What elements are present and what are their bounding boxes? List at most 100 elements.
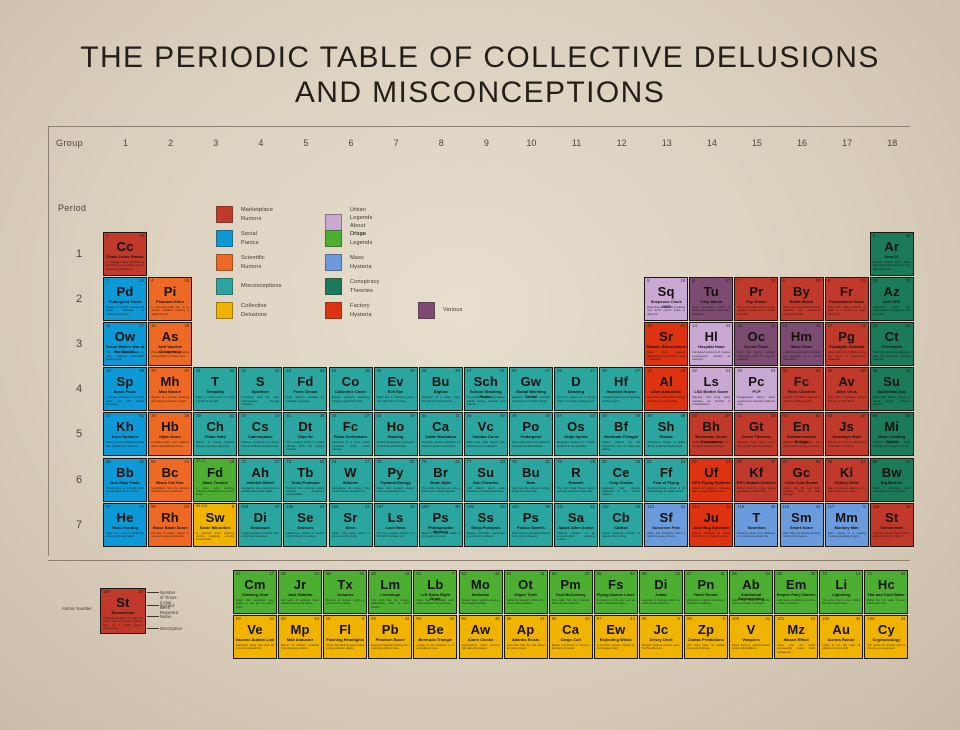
element-cell-Ps-108[interactable]: 108 29 Ps Photographic Memory Belief in perf…	[418, 502, 463, 547]
bottom-row2-cell-Au-102[interactable]: 102 44 Au Aurora Rumor Lights in the sky rea…	[819, 615, 864, 660]
element-cell-Su-77[interactable]: 77 30 Su Sun Theories Folk beliefs about sol…	[463, 457, 508, 502]
element-cell-Sr-13[interactable]: 13 41 Sr Satanic Ritual Abuse Moral panic al…	[644, 322, 689, 367]
element-cell-S-22[interactable]: 22 23 S Spiritism Conviction that the dead c…	[238, 367, 283, 412]
bottom-row2-cell-Aw-94[interactable]: 94 40 Aw Alarm Clocks Superstitions about de…	[458, 615, 503, 660]
bottom-row2-cell-Zp-99[interactable]: 99 8 Zp Zodiac Predictions Star signs taken …	[684, 615, 728, 660]
element-cell-Ju-114[interactable]: 114 11 Ju June Bug Epidemic Factory outbreak…	[689, 502, 734, 547]
element-cell-Gt-51[interactable]: 51 33 Gt Green Theories Assorted fringe clai…	[734, 412, 779, 457]
element-cell-Bu-78[interactable]: 78 41 Bu Bats Fear that the animals routinel…	[508, 457, 553, 502]
element-cell-Co-24[interactable]: 24 18 Co Collective Cheer Shared euphoria sw…	[328, 367, 373, 412]
element-cell-Cb-112[interactable]: 112 33 Cb Catfish Online personas invented t…	[599, 502, 644, 547]
element-cell-Ah-72[interactable]: 72 27 Ah Afterlife Belief Conviction that co…	[238, 457, 283, 502]
element-cell-Dt-41[interactable]: 41 38 Dt Deja Vu The uncanny sense of having…	[283, 412, 328, 457]
bottom-row1-cell-Tx-59[interactable]: 59 41 Tx Jumpers Rumors of crowds urging a p…	[323, 570, 368, 614]
bottom-row2-cell-Ve-89[interactable]: 89 40 Ve Vaccine Autism Link Retracted study…	[233, 615, 277, 660]
element-cell-Fr-9[interactable]: 9 21 Fr Fluoridation Scare Belief that addin…	[824, 277, 869, 322]
element-cell-Pi-4[interactable]: 4 28 Pi Phantom Killer A community-wide fear…	[148, 277, 193, 322]
element-cell-Sh-49[interactable]: 49 46 Sh Sharks Overstated danger of attack …	[644, 412, 689, 457]
element-cell-Sm-116[interactable]: 116 33 Sm Smart Scare Alarm that new devices…	[779, 502, 824, 547]
element-cell-Bc-56[interactable]: 56 44 Bc Black Cat Fear Superstition that th…	[148, 457, 193, 502]
bottom-row1-cell-Di-66[interactable]: 66 34 Di Judas Legends of betrayal retold as…	[638, 570, 683, 614]
element-cell-Fc-42[interactable]: 42 27 Fc False Confession Admission of a cri…	[328, 412, 373, 457]
element-cell-Ow-11[interactable]: 11 17 Ow Orson Welles War of the Worlds The …	[103, 322, 147, 367]
element-cell-Hf-30[interactable]: 30 27 Hf Haunted House A dwelling believed o…	[599, 367, 644, 412]
element-cell-Kh-37[interactable]: 37 51 Kh Koro Hysteria Panic in which suffer…	[103, 412, 147, 457]
bottom-row2-cell-Ew-97[interactable]: 97 44 Ew Exploding Whale A stranded carcass …	[593, 615, 638, 660]
element-cell-Fc-34[interactable]: 34 51 Fc False Children Reports of children …	[779, 367, 824, 412]
element-cell-Ff-81[interactable]: 81 44 Ff Fear of Flying Disproportionate dre…	[644, 457, 689, 502]
element-cell-Kf-83[interactable]: 83 47 Kf KFC Mutant Chicken Rumor that the c…	[734, 457, 779, 502]
element-cell-Ev-25[interactable]: 25 49 Ev Evil Eye Belief that a malicious gl…	[373, 367, 418, 412]
element-cell-Sp-19[interactable]: 19 66 Sp Scare Panic A rapidly spreading com…	[103, 367, 147, 412]
bottom-row2-cell-Mp-90[interactable]: 90 44 Mp Mall Abductor Rumor of children sna…	[278, 615, 323, 660]
element-cell-Sch-27[interactable]: 27 61 Sch School Shooting Rumor Unverified t…	[463, 367, 508, 412]
element-cell-Ar-2[interactable]: 2 32 Ar Area 51 Nevada military base widely …	[869, 232, 914, 276]
element-cell-Hm-16[interactable]: 16 44 Hm Mass Hoax A deliberate fabrication …	[779, 322, 824, 367]
element-cell-Po-46[interactable]: 46 19 Po Poltergeist Noisy spirit held respo…	[508, 412, 553, 457]
element-cell-Bu-26[interactable]: 26 36 Bu Bigfoot Sightings of a large hairy …	[418, 367, 463, 412]
element-cell-Js-53[interactable]: 53 40 Js Jackalope Myth Tall tale of a horne…	[824, 412, 869, 457]
element-cell-Mm-117[interactable]: 117 6 Mm Monkey Man Delhi reports of a leapi…	[824, 502, 869, 547]
element-cell-Rh-88[interactable]: 88 24 Rh Razor Blade Scare Warning of blades…	[148, 502, 193, 547]
element-cell-Di-104[interactable]: 104 37 Di Dinosaurs Fringe insistence that t…	[238, 502, 283, 547]
bottom-row2-cell-Mz-101[interactable]: 101 24 Mz Mozart Effect Claim that the music…	[774, 615, 819, 660]
element-cell-Br-76[interactable]: 76 41 Br Brain Myth The notion that we use o…	[418, 457, 463, 502]
element-cell-Ce-80[interactable]: 80 39 Ce Crop Circles Flattened field patter…	[599, 457, 644, 502]
element-cell-Pc-33[interactable]: 33 23 Pc PCP Exaggerated claims about superh…	[734, 367, 779, 412]
bottom-row1-cell-Lb-61[interactable]: 61 7 Lb Left Brain Right Brain Claim that pe…	[413, 570, 458, 614]
element-cell-Bf-48[interactable]: 48 30 Bf Bermuda Triangle Region blamed for …	[599, 412, 644, 457]
bottom-row1-cell-Pn-67[interactable]: 67 41 Pn Hotel Rumor Warnings of hidden came…	[684, 570, 728, 614]
bottom-row2-cell-Cy-103[interactable]: 103 44 Cy Cryptozoology The search for anima…	[864, 615, 909, 660]
element-cell-Ch-39[interactable]: 39 31 Ch Chain Gold Rumor of buried treasure…	[193, 412, 238, 457]
element-cell-As-12[interactable]: 12 18 As Anti Vaccine Conspiracy Persistent …	[148, 322, 193, 367]
bottom-row2-cell-Ap-95[interactable]: 95 44 Ap Atlantis Exists Conviction that the…	[503, 615, 548, 660]
bottom-row1-cell-Fs-65[interactable]: 65 44 Fs Flying Saucer Lines Formations in t…	[593, 570, 638, 614]
element-cell-Bh-50[interactable]: 50 37 Bh Bohemian Grove Conspiracy Claim of …	[689, 412, 734, 457]
bottom-row1-cell-Hc-71[interactable]: 71 44 Hc Hot and Cold Water Belief that hot …	[864, 570, 909, 614]
element-cell-Py-75[interactable]: 75 34 Py Pyramid Energy Claim that pyramid s…	[373, 457, 418, 502]
element-cell-Mh-20[interactable]: 20 40 Mh Mad Gasser Reports of a prowler rel…	[148, 367, 193, 412]
element-cell-Av-35[interactable]: 35 60 Av Alien Virus Claim that a pathogen a…	[824, 367, 869, 412]
element-cell-T-115[interactable]: 115 40 T Tarantism Dancing mania once attrib…	[734, 502, 779, 547]
element-cell-Su-36[interactable]: 36 42 Su Subliminal Ads Belief that hidden f…	[869, 367, 914, 412]
element-cell-Ls-32[interactable]: 32 21 Ls LSD Blotter Scare Warning that drug…	[689, 367, 734, 412]
bottom-row2-cell-Ca-96[interactable]: 96 44 Ca Cargo Cult Rituals performed to sum…	[548, 615, 593, 660]
element-cell-Hb-38[interactable]: 38 35 Hb Hijab Scare Localized alarm over re…	[148, 412, 193, 457]
bottom-row2-cell-Be-93[interactable]: 93 44 Be Bermuda Triangle Losses at sea ascr…	[413, 615, 458, 660]
element-cell-R-79[interactable]: 79 25 R Roswell The 1947 New Mexico debris r…	[554, 457, 598, 502]
element-cell-Al-31[interactable]: 31 44 Al Alien Abduction Accounts of being t…	[644, 367, 689, 412]
element-cell-Ca-44[interactable]: 44 11 Ca Cattle Mutilation Livestock deaths …	[418, 412, 463, 457]
element-cell-Pg-17[interactable]: 17 11 Pg Pizzagate Scandal False claim of a …	[824, 322, 869, 367]
bottom-row1-cell-Mo-62[interactable]: 62 44 Mo Mothman Winged figure sighted above…	[458, 570, 503, 614]
element-cell-He-87[interactable]: 87 20 He Head Hunting Panic over rumored abd…	[103, 502, 147, 547]
element-cell-Pd-3[interactable]: 3 31 Pd Poltergeist Panic Reports of objects…	[103, 277, 147, 322]
element-cell-Sw-89-103[interactable]: 89-103 8 Sw Sante Minorities A grouped entry…	[193, 502, 238, 547]
element-cell-Hl-14[interactable]: 14 44 Hl Hospital Hoax Fabricated accounts o…	[689, 322, 734, 367]
element-cell-Sf-113[interactable]: 113 42 Sf Suncreen Fear Claim that protectiv…	[644, 502, 689, 547]
bottom-row1-cell-Ab-68[interactable]: 68 44 Ab Subliminal Backmasking Claim that r…	[729, 570, 774, 614]
element-cell-T-21[interactable]: 21 52 T Telepathy Belief in direct mind to m…	[193, 367, 238, 412]
element-cell-Pr-7[interactable]: 7 22 Pr Pop Rocks Rumor that soda and the ca…	[734, 277, 779, 322]
element-cell-Uf-82[interactable]: 82 44 Uf UFO Flying Hysteria Waves of sighti…	[689, 457, 734, 502]
element-cell-Gw-28[interactable]: 28 27 Gw Global Warming Denial Rejection of …	[508, 367, 553, 412]
element-cell-By-8[interactable]: 8 25 By Bottle Bomb Claims of household chem…	[779, 277, 824, 322]
bottom-row1-cell-Pm-64[interactable]: 64 31 Pm Paul McCartney The belief that the …	[548, 570, 593, 614]
element-cell-Os-47[interactable]: 47 24 Os Ouija Spirits Messages spelled on a…	[554, 412, 598, 457]
bottom-row2-cell-V-100[interactable]: 100 41 V Vampires Blood drinking undead fear…	[729, 615, 774, 660]
bottom-row2-cell-Pb-92[interactable]: 92 44 Pb Phantom Boxer Reported assailant st…	[368, 615, 413, 660]
bottom-row2-cell-Fl-91[interactable]: 91 8 Fl Flashing Headlights Claim that flash…	[323, 615, 368, 660]
element-cell-Mi-54[interactable]: 54 35 Mi Moon Landing Denial Assertion that …	[869, 412, 914, 457]
element-cell-Ki-85[interactable]: 85 51 Ki Kidney Heist Tale of travelers waki…	[824, 457, 869, 502]
element-cell-Ct-18[interactable]: 18 44 Ct Chemtrails Belief that aircraft con…	[869, 322, 914, 367]
element-cell-Ho-43[interactable]: 43 29 Ho Hoaxing Intentional deception prese…	[373, 412, 418, 457]
element-cell-D-29[interactable]: 29 17 D Dowsing Use of a forked rod to locat…	[554, 367, 598, 412]
element-cell-Vc-45[interactable]: 45 40 Vc Voodoo Curse Belief that ritual obj…	[463, 412, 508, 457]
element-cell-W-74[interactable]: 74 17 W Witches Accusations of sorcery that …	[328, 457, 373, 502]
element-cell-Bw-86[interactable]: 86 34 Bw Big Brother Belief in pervasive cov…	[869, 457, 914, 502]
element-cell-Sq-5[interactable]: 5 19 Sq Simpsons Clock 2005 Belief that an e…	[644, 277, 689, 322]
bottom-row1-cell-Em-69[interactable]: 69 38 Em Empire Fairy Stories Folk tales rec…	[774, 570, 819, 614]
element-cell-Tu-6[interactable]: 6 27 Tu Tulip Mania Dutch speculative bubble…	[689, 277, 734, 322]
element-cell-Tb-73[interactable]: 73 22 Tb Toxic Products Rumors that common g…	[283, 457, 328, 502]
bottom-row1-cell-Lm-60[interactable]: 60 44 Lm Lemmings The myth that the rodents …	[368, 570, 413, 614]
bottom-row1-cell-Cm-57[interactable]: 57 17 Cm Chewing Gum Belief that swallowed g…	[233, 570, 277, 614]
